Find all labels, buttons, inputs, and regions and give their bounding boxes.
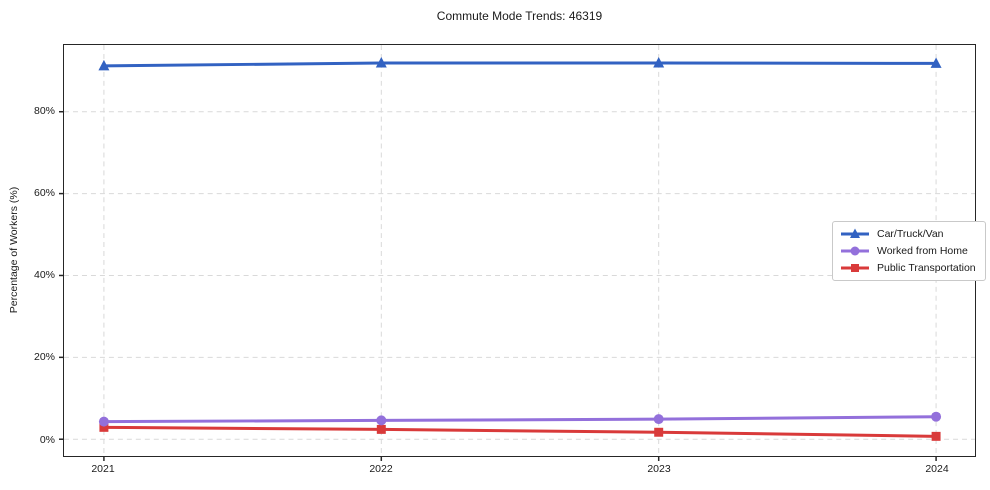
plot-svg: [59, 45, 975, 461]
legend-label-public-transportation: Public Transportation: [877, 262, 976, 274]
y-tick-label: 80%: [33, 104, 55, 117]
plot-area: [59, 44, 976, 461]
legend-item-public-transportation: Public Transportation: [840, 262, 976, 274]
data-point-circle-worked-from-home: [653, 414, 664, 425]
legend: Car/Truck/Van Worked from Home Public Tran…: [832, 221, 986, 281]
series-line-public-transportation: [102, 425, 938, 438]
legend-item-worked-from-home: Worked from Home: [840, 245, 976, 257]
y-tick-label: 40%: [33, 269, 55, 282]
data-point-circle-worked-from-home: [931, 411, 942, 422]
data-point-triangle-car-truck-van: [98, 59, 110, 71]
y-tick-label: 0%: [39, 433, 55, 446]
data-point-square-public-transportation: [931, 431, 941, 441]
x-tick-label: 2024: [925, 463, 949, 475]
data-point-triangle-car-truck-van: [375, 57, 387, 68]
data-point-circle-worked-from-home: [376, 415, 387, 426]
legend-square-marker-icon: [841, 264, 869, 272]
data-point-triangle-car-truck-van: [653, 57, 665, 68]
data-point-square-public-transportation: [654, 427, 664, 437]
legend-circle-marker-icon: [841, 246, 869, 256]
y-tick-label: 20%: [33, 351, 55, 364]
y-tick-label: 60%: [33, 186, 55, 199]
series-line-car-truck-van: [102, 61, 938, 68]
data-point-circle-worked-from-home: [98, 416, 109, 427]
series-line-worked-from-home: [102, 415, 938, 424]
x-tick-label: 2022: [369, 463, 393, 475]
data-point-square-public-transportation: [376, 424, 386, 434]
data-point-square-public-transportation: [99, 422, 109, 432]
x-tick-label: 2023: [647, 463, 671, 475]
legend-label-worked-from-home: Worked from Home: [877, 245, 968, 257]
x-tick-label: 2021: [91, 463, 115, 475]
legend-item-car-truck-van: Car/Truck/Van: [840, 228, 976, 240]
legend-label-car-truck-van: Car/Truck/Van: [877, 228, 944, 240]
chart-title: Commute Mode Trends: 46319: [436, 9, 603, 23]
data-point-triangle-car-truck-van: [930, 57, 942, 68]
legend-triangle-marker-icon: [841, 228, 869, 238]
y-axis-label: Percentage of Workers (%): [8, 186, 20, 314]
